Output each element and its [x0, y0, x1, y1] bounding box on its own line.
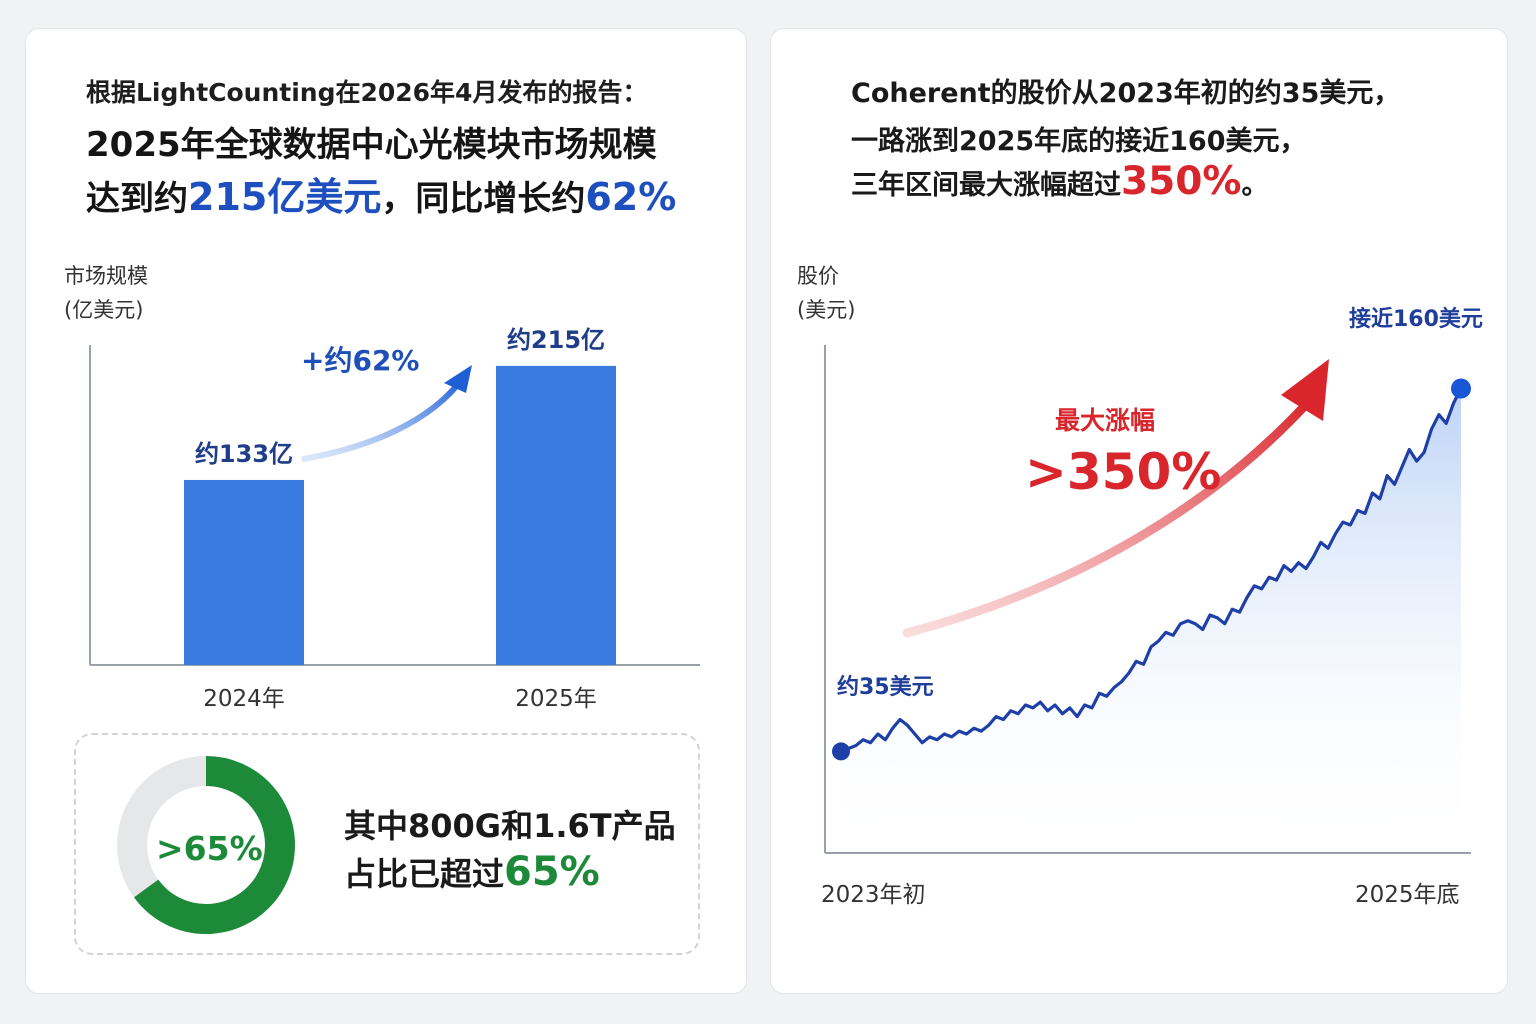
report-intro: 根据LightCounting在2026年4月发布的报告： [86, 78, 648, 107]
growth-pct-value: 62% [585, 175, 677, 219]
bar-y-axis-title-line1: 市场规模 [64, 264, 148, 288]
right-card: Coherent的股价从2023年初的约35美元， 一路涨到2025年底的接近1… [770, 28, 1508, 994]
bar-1 [496, 365, 616, 665]
line3-post: 。 [1241, 170, 1269, 201]
bar-category-label: 2025年 [515, 686, 597, 712]
bar-group [184, 365, 616, 665]
market-size-value: 215亿美元 [188, 175, 382, 219]
line3-pre: 三年区间最大涨幅超过 [851, 170, 1121, 201]
bar-data-label: 约133亿 [194, 439, 294, 468]
headline-line2: 达到约215亿美元，同比增长约62% [86, 171, 676, 225]
bar-y-axis-title-line2: (亿美元) [64, 298, 144, 322]
bar-chart [89, 345, 700, 666]
x-start-label: 2023年初 [821, 882, 926, 908]
headline-pre: 达到约 [86, 179, 188, 219]
note-pct: 65% [504, 849, 600, 895]
note-line2: 占比已超过65% [344, 849, 600, 895]
headline-line1: 2025年全球数据中心光模块市场规模 [86, 125, 657, 165]
growth-label: +约62% [301, 344, 420, 377]
bar-y-axis-title: 市场规模 (亿美元) [64, 259, 148, 327]
headline-mid: ，同比增长约 [381, 179, 586, 219]
growth-arrow-head [444, 365, 472, 393]
stock-y-axis-title: 股价 (美元) [797, 259, 855, 327]
stock-y-axis-title-line1: 股价 [797, 264, 839, 288]
stock-y-axis-title-line2: (美元) [797, 298, 856, 322]
bar-0 [184, 479, 304, 665]
left-card: 根据LightCounting在2026年4月发布的报告： 2025年全球数据中… [25, 28, 747, 994]
x-end-label: 2025年底 [1355, 882, 1460, 908]
note-line1: 其中800G和1.6T产品 [344, 807, 676, 845]
stock-summary-line3: 三年区间最大涨幅超过350%。 [851, 159, 1269, 204]
stock-chart [824, 345, 1471, 854]
end-point [1451, 378, 1471, 399]
stock-summary-line2: 一路涨到2025年底的接近160美元， [851, 126, 1307, 157]
start-point [832, 742, 850, 761]
max-gain-arrow-shaft [902, 394, 1316, 638]
max-gain-arrow-head [1281, 359, 1329, 421]
donut-slice-800g-1.6t [134, 756, 295, 934]
start-price-label: 约35美元 [837, 675, 934, 700]
bar-category-label: 2024年 [203, 686, 285, 712]
stock-summary-line1: Coherent的股价从2023年初的约35美元， [851, 78, 1401, 109]
max-gain-pct: 350% [1121, 159, 1242, 204]
stock-price-line [840, 387, 1463, 753]
product-share-box: >65% 其中800G和1.6T产品 占比已超过65% [74, 733, 700, 955]
max-gain-title: 最大涨幅 [1055, 406, 1156, 435]
donut-center-label: >65% [156, 829, 263, 868]
bar-data-label: 约215亿 [506, 325, 606, 354]
donut-chart [117, 756, 295, 934]
max-gain-value: >350% [1025, 443, 1222, 501]
end-price-label: 接近160美元 [1349, 307, 1483, 332]
stock-area [841, 388, 1461, 853]
note-pre: 占比已超过 [344, 855, 505, 893]
growth-arrow-shaft [301, 376, 465, 462]
